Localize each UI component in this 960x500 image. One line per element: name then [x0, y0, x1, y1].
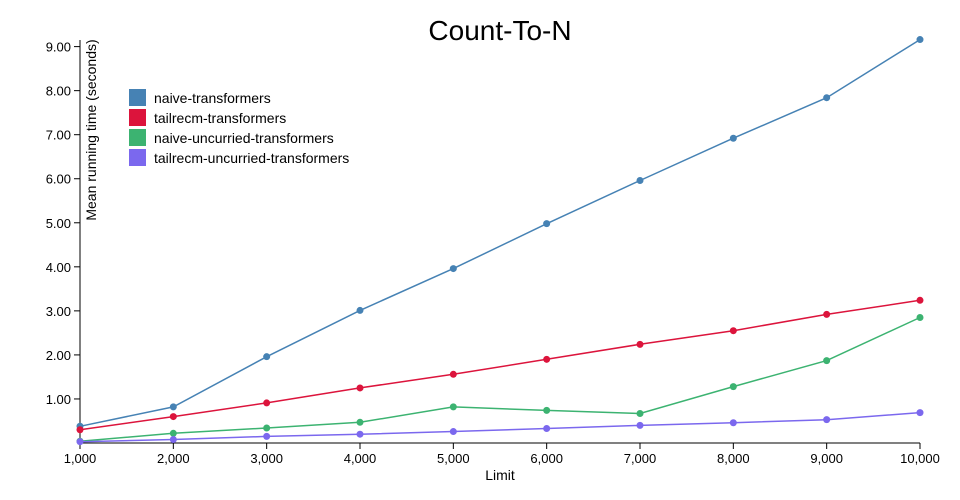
- data-point-tailrecm-uncurried-transformers[interactable]: [169, 435, 177, 443]
- x-tick-label: 2,000: [157, 451, 190, 466]
- series-line-naive-uncurried-transformers: [79, 316, 921, 442]
- legend-swatch-tailrecm-transformers: [129, 109, 146, 126]
- data-point-naive-uncurried-transformers[interactable]: [169, 429, 177, 437]
- data-point-naive-uncurried-transformers[interactable]: [729, 383, 737, 391]
- data-point-naive-transformers[interactable]: [636, 176, 644, 184]
- series-tailrecm-uncurried-transformers: [76, 409, 924, 446]
- legend-swatch-naive-transformers: [129, 89, 146, 106]
- data-point-naive-uncurried-transformers[interactable]: [356, 418, 364, 426]
- data-point-tailrecm-uncurried-transformers[interactable]: [76, 438, 84, 446]
- legend-label-naive-transformers: naive-transformers: [154, 90, 271, 106]
- x-tick-label: 10,000: [900, 451, 940, 466]
- data-point-tailrecm-transformers[interactable]: [636, 340, 644, 348]
- x-tick-label: 3,000: [250, 451, 283, 466]
- y-tick-label: 7.00: [46, 128, 71, 143]
- legend-swatch-naive-uncurried-transformers: [129, 129, 146, 146]
- data-point-tailrecm-uncurried-transformers[interactable]: [729, 419, 737, 427]
- data-point-naive-transformers[interactable]: [449, 265, 457, 273]
- y-tick-label: 4.00: [46, 260, 71, 275]
- legend-label-tailrecm-uncurried-transformers: tailrecm-uncurried-transformers: [154, 150, 349, 166]
- data-point-naive-uncurried-transformers[interactable]: [916, 313, 924, 321]
- data-point-tailrecm-uncurried-transformers[interactable]: [916, 409, 924, 417]
- series-naive-uncurried-transformers: [76, 313, 924, 445]
- data-point-tailrecm-uncurried-transformers[interactable]: [823, 416, 831, 424]
- y-axis: 1.00 2.00 3.00 4.00 5.00 6.00 7.00 8.00 9.00: [46, 40, 81, 443]
- data-point-tailrecm-uncurried-transformers[interactable]: [543, 424, 551, 432]
- y-tick-label: 3.00: [46, 304, 71, 319]
- data-point-naive-uncurried-transformers[interactable]: [263, 424, 271, 432]
- series-line-naive-transformers: [79, 38, 921, 428]
- x-tick-label: 6,000: [530, 451, 563, 466]
- y-tick-label: 6.00: [46, 172, 71, 187]
- data-point-tailrecm-uncurried-transformers[interactable]: [263, 432, 271, 440]
- data-point-tailrecm-transformers[interactable]: [543, 355, 551, 363]
- y-tick-label: 8.00: [46, 84, 71, 99]
- y-tick-label: 2.00: [46, 348, 71, 363]
- data-point-tailrecm-transformers[interactable]: [823, 310, 831, 318]
- series-layer: [76, 36, 924, 446]
- y-tick-label: 9.00: [46, 40, 71, 55]
- data-point-tailrecm-transformers[interactable]: [356, 384, 364, 392]
- data-point-naive-transformers[interactable]: [823, 94, 831, 102]
- data-point-tailrecm-transformers[interactable]: [263, 399, 271, 407]
- chart-title: Count-To-N: [428, 15, 571, 46]
- data-point-tailrecm-transformers[interactable]: [76, 426, 84, 434]
- data-point-naive-transformers[interactable]: [916, 36, 924, 44]
- series-line-tailrecm-transformers: [79, 299, 921, 431]
- data-point-naive-transformers[interactable]: [729, 134, 737, 142]
- data-point-tailrecm-transformers[interactable]: [729, 327, 737, 335]
- x-tick-label: 7,000: [624, 451, 657, 466]
- data-point-naive-uncurried-transformers[interactable]: [823, 357, 831, 365]
- x-tick-label: 1,000: [64, 451, 97, 466]
- data-point-tailrecm-transformers[interactable]: [449, 370, 457, 378]
- data-point-tailrecm-uncurried-transformers[interactable]: [636, 421, 644, 429]
- data-point-naive-uncurried-transformers[interactable]: [449, 403, 457, 411]
- x-tick-label: 9,000: [810, 451, 843, 466]
- y-tick-label: 5.00: [46, 216, 71, 231]
- data-point-tailrecm-transformers[interactable]: [916, 296, 924, 304]
- x-tick-label: 5,000: [437, 451, 470, 466]
- x-axis-title: Limit: [485, 467, 515, 483]
- legend-label-tailrecm-transformers: tailrecm-transformers: [154, 110, 286, 126]
- series-naive-transformers: [76, 36, 924, 430]
- x-tick-label: 4,000: [344, 451, 377, 466]
- series-line-tailrecm-uncurried-transformers: [79, 411, 921, 443]
- x-axis: 1,000 2,000 3,000 4,000 5,000 6,000 7,000 8,000…: [64, 442, 940, 466]
- data-point-tailrecm-uncurried-transformers[interactable]: [449, 428, 457, 436]
- legend-label-naive-uncurried-transformers: naive-uncurried-transformers: [154, 130, 334, 146]
- legend: naive-transformers tailrecm-transformers n…: [129, 89, 349, 166]
- y-tick-label: 1.00: [46, 392, 71, 407]
- series-tailrecm-transformers: [76, 296, 924, 434]
- data-point-naive-transformers[interactable]: [263, 353, 271, 361]
- legend-swatch-tailrecm-uncurried-transformers: [129, 149, 146, 166]
- y-axis-title: Mean running time (seconds): [83, 39, 99, 220]
- data-point-naive-transformers[interactable]: [543, 220, 551, 228]
- data-point-naive-transformers[interactable]: [169, 403, 177, 411]
- x-tick-label: 8,000: [717, 451, 750, 466]
- data-point-tailrecm-transformers[interactable]: [169, 413, 177, 421]
- data-point-naive-uncurried-transformers[interactable]: [636, 409, 644, 417]
- data-point-naive-uncurried-transformers[interactable]: [543, 406, 551, 414]
- data-point-naive-transformers[interactable]: [356, 306, 364, 314]
- data-point-tailrecm-uncurried-transformers[interactable]: [356, 430, 364, 438]
